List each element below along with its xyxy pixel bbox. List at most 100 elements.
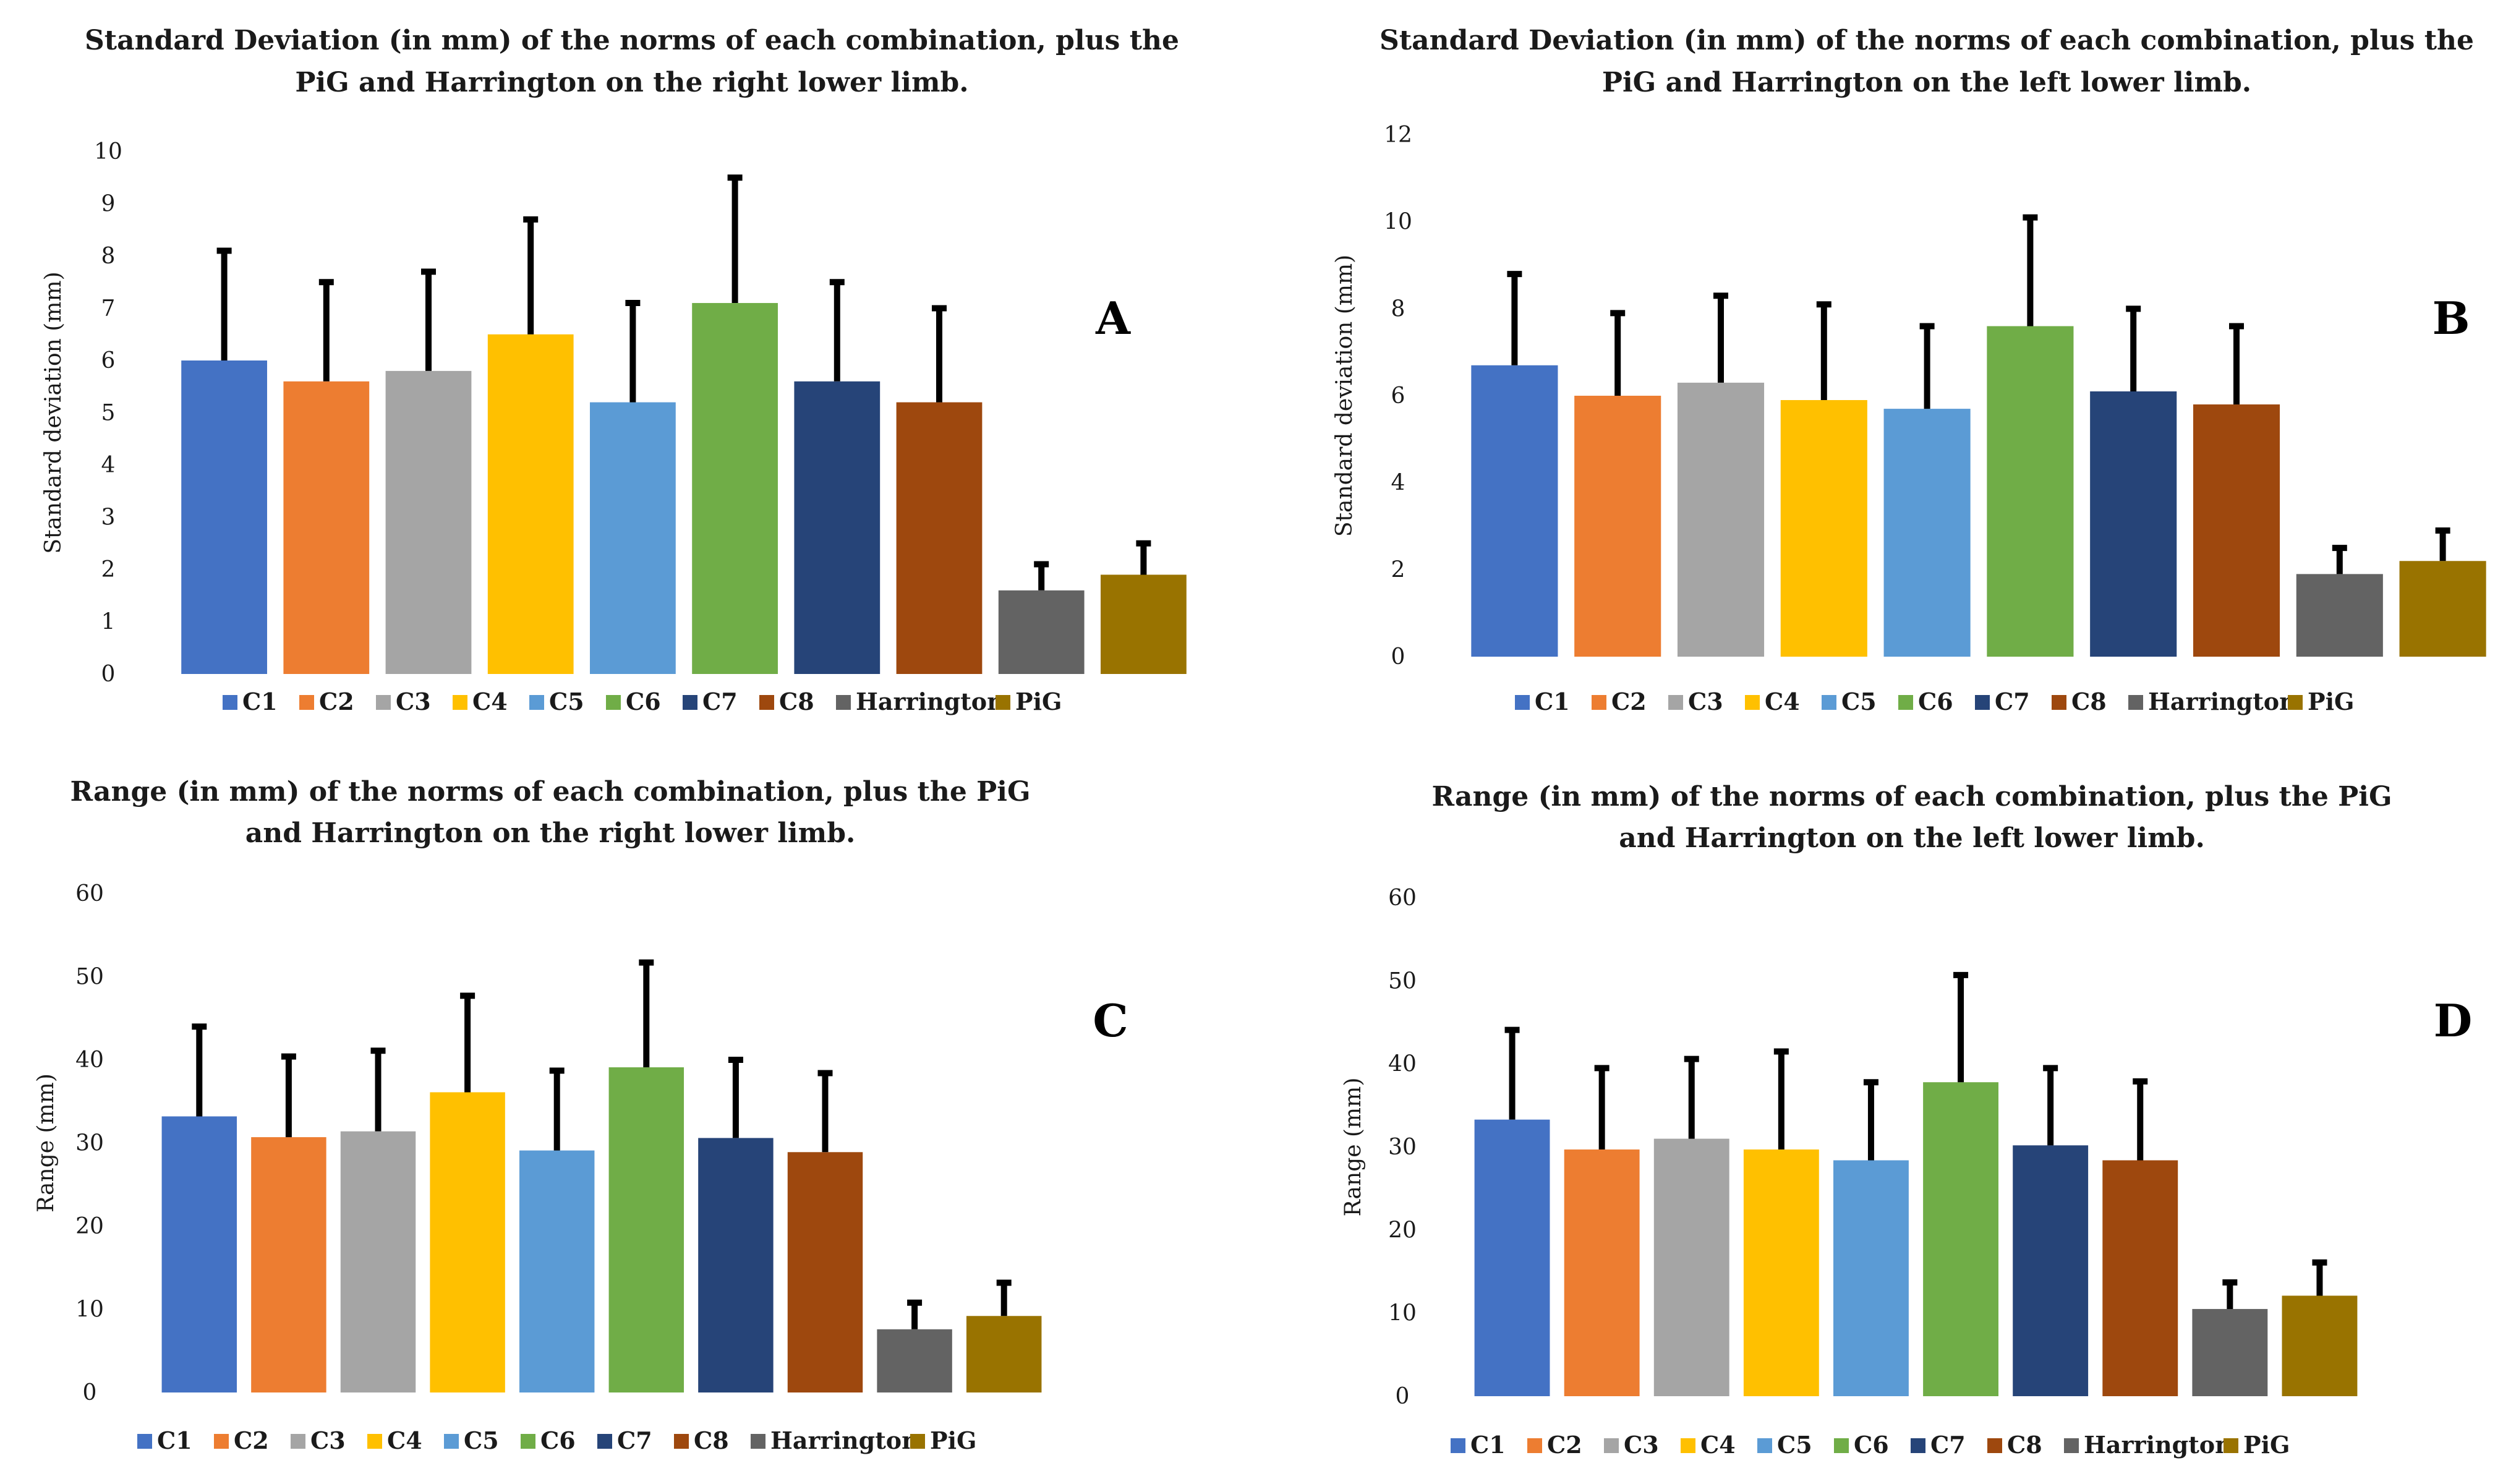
y-tick-label: 3 <box>101 505 116 531</box>
legend-swatch-harrington <box>2128 695 2143 710</box>
panel-letter: B <box>2433 292 2470 344</box>
bar-pig <box>966 1316 1042 1392</box>
y-tick-label: 60 <box>75 881 104 906</box>
bar-c7 <box>794 381 881 674</box>
legend-swatch-c6 <box>1898 695 1913 710</box>
chart-panel-d: Range (in mm) of the norms of each combi… <box>1252 742 2503 1484</box>
legend-swatch-c4 <box>453 695 467 710</box>
legend-label-c7: C7 <box>702 688 738 715</box>
legend-swatch-harrington <box>2064 1438 2079 1453</box>
y-tick-label: 50 <box>75 965 104 990</box>
y-axis-label: Standard deviation (mm) <box>41 271 66 553</box>
bar-c3 <box>1653 1138 1729 1396</box>
y-tick-label: 20 <box>75 1214 104 1239</box>
bar-harrington <box>2192 1308 2268 1396</box>
legend-label-c2: C2 <box>234 1426 269 1454</box>
y-tick-label: 10 <box>1384 210 1412 235</box>
legend-swatch-c8 <box>2052 695 2066 710</box>
chart-panel-a: Standard Deviation (in mm) of the norms … <box>0 0 1252 742</box>
chart-title-line: Standard Deviation (in mm) of the norms … <box>85 25 1179 56</box>
y-tick-label: 1 <box>101 610 116 635</box>
bar-c1 <box>1471 365 1558 657</box>
y-tick-label: 0 <box>101 662 116 687</box>
y-tick-label: 8 <box>1391 296 1405 322</box>
legend-label-c8: C8 <box>694 1426 729 1454</box>
bar-c8 <box>2102 1160 2178 1396</box>
legend-label-c8: C8 <box>779 688 814 715</box>
legend-swatch-c6 <box>1834 1438 1849 1453</box>
legend-label-c3: C3 <box>396 688 431 715</box>
legend-swatch-c2 <box>214 1434 229 1449</box>
bar-c1 <box>1474 1119 1550 1396</box>
legend-swatch-c3 <box>1668 695 1683 710</box>
y-tick-label: 12 <box>1384 122 1412 148</box>
bar-c2 <box>1574 396 1661 657</box>
bar-c8 <box>896 402 983 674</box>
legend-label-pig: PiG <box>2243 1431 2290 1459</box>
legend-swatch-c8 <box>1987 1438 2002 1453</box>
legend-label-c7: C7 <box>1930 1431 1966 1459</box>
y-tick-label: 10 <box>75 1297 104 1323</box>
legend-swatch-c2 <box>299 695 314 710</box>
bar-c1 <box>181 360 267 674</box>
legend-swatch-c5 <box>1822 695 1836 710</box>
legend-swatch-pig <box>2224 1438 2238 1453</box>
legend-label-c4: C4 <box>1765 688 1800 715</box>
legend-label-harrington: Harrington <box>2084 1431 2232 1459</box>
bar-c6 <box>1923 1082 1998 1396</box>
bar-harrington <box>2296 574 2383 657</box>
bar-c6 <box>608 1067 684 1392</box>
panel-letter: C <box>1093 994 1128 1047</box>
legend-swatch-c8 <box>759 695 774 710</box>
legend-swatch-c7 <box>597 1434 612 1449</box>
legend-label-harrington: Harrington <box>856 688 1004 715</box>
bar-c5 <box>1833 1160 1909 1396</box>
bar-c4 <box>487 334 574 674</box>
legend-swatch-c2 <box>1527 1438 1542 1453</box>
bar-pig <box>2399 561 2486 657</box>
chart-panel-c: Range (in mm) of the norms of each combi… <box>0 742 1252 1484</box>
y-tick-label: 6 <box>1391 383 1405 409</box>
y-tick-label: 0 <box>1396 1384 1410 1409</box>
legend-label-c4: C4 <box>1700 1431 1736 1459</box>
bar-c8 <box>2193 404 2280 657</box>
legend-label-c5: C5 <box>1777 1431 1812 1459</box>
legend-label-c1: C1 <box>1535 688 1570 715</box>
y-tick-label: 10 <box>94 139 122 164</box>
chart-a-svg: Standard Deviation (in mm) of the norms … <box>41 25 1187 715</box>
y-tick-label: 0 <box>1391 644 1405 670</box>
chart-title-line: Range (in mm) of the norms of each combi… <box>70 776 1030 808</box>
y-axis-label: Range (mm) <box>33 1073 59 1213</box>
chart-title-line: and Harrington on the left lower limb. <box>1619 822 2205 854</box>
y-axis-label: Range (mm) <box>1341 1078 1366 1217</box>
legend-label-c3: C3 <box>1624 1431 1659 1459</box>
legend-label-c3: C3 <box>1688 688 1723 715</box>
bar-c7 <box>2090 391 2177 657</box>
y-tick-label: 40 <box>75 1047 104 1073</box>
y-tick-label: 30 <box>75 1131 104 1156</box>
y-tick-label: 60 <box>1388 885 1417 911</box>
legend-swatch-c3 <box>1604 1438 1619 1453</box>
legend-swatch-c1 <box>1515 695 1530 710</box>
bar-c6 <box>1987 326 2074 657</box>
y-tick-label: 6 <box>101 348 116 373</box>
legend-swatch-c4 <box>1745 695 1760 710</box>
legend-label-c8: C8 <box>2007 1431 2042 1459</box>
legend-swatch-c5 <box>529 695 544 710</box>
bar-c3 <box>340 1131 416 1392</box>
bar-c3 <box>385 370 472 674</box>
legend-label-c1: C1 <box>242 688 278 715</box>
legend-swatch-c5 <box>444 1434 459 1449</box>
chart-panel-b: Standard Deviation (in mm) of the norms … <box>1252 0 2503 742</box>
y-tick-label: 10 <box>1388 1301 1417 1326</box>
bar-c3 <box>1677 382 1765 657</box>
bar-harrington <box>877 1329 952 1392</box>
chart-title-line: PiG and Harrington on the left lower lim… <box>1602 67 2251 98</box>
legend-swatch-c3 <box>376 695 391 710</box>
chart-title-line: PiG and Harrington on the right lower li… <box>295 67 968 98</box>
bar-c4 <box>1780 400 1867 657</box>
y-tick-label: 7 <box>101 296 116 322</box>
legend-label-harrington: Harrington <box>770 1426 919 1454</box>
legend-swatch-c2 <box>1592 695 1606 710</box>
legend-swatch-c3 <box>291 1434 305 1449</box>
